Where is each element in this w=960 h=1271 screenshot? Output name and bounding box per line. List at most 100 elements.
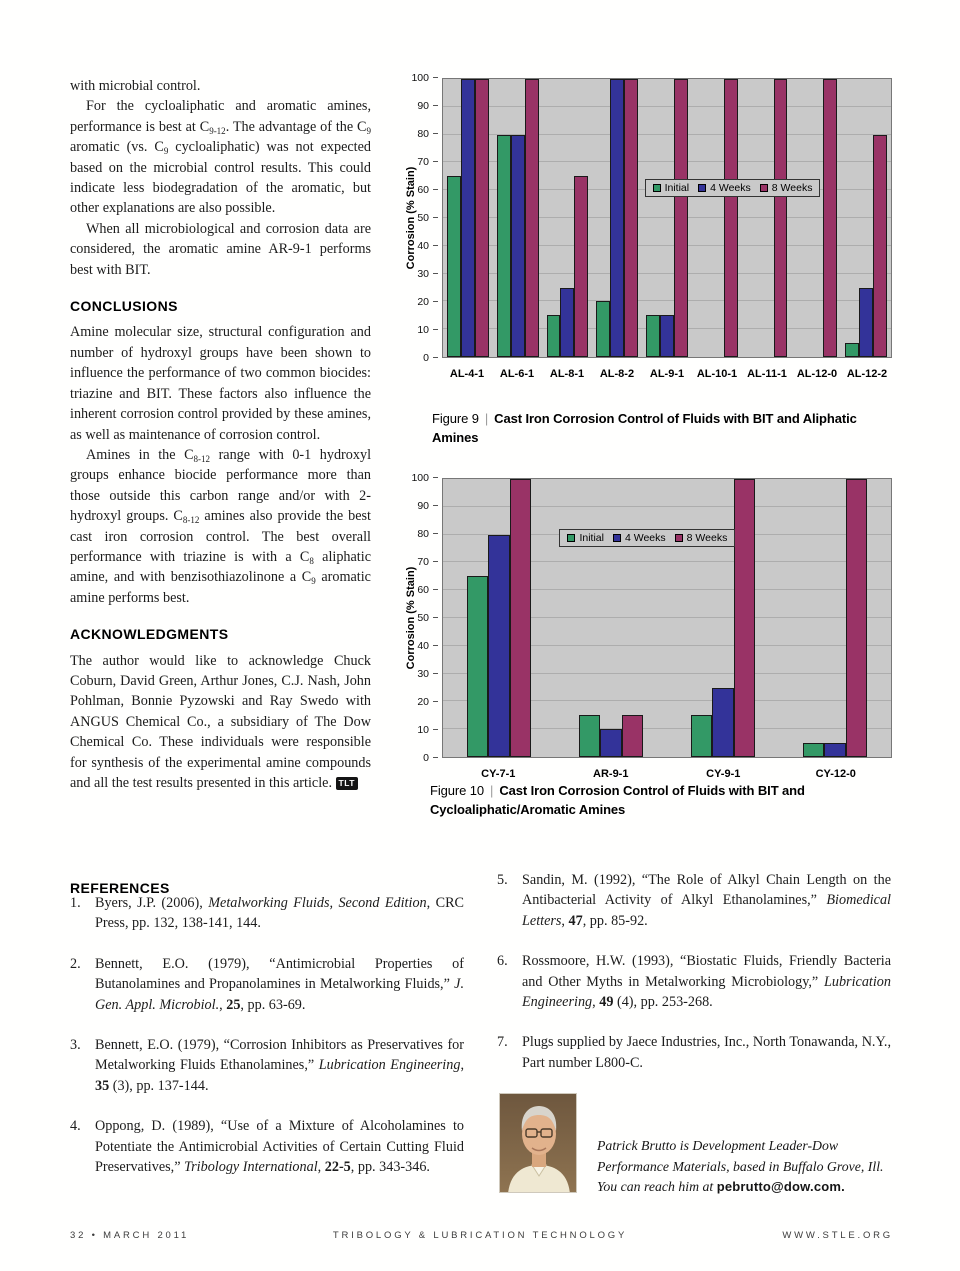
y-tick-label: 100 (411, 472, 429, 484)
legend-label: 4 Weeks (710, 182, 751, 195)
y-tick-label: 30 (417, 268, 429, 280)
bar-CY-12-0-4-weeks (824, 743, 846, 757)
reference-item: 3. Bennett, E.O. (1979), “Corrosion Inhi… (70, 1035, 464, 1096)
gridline (443, 217, 891, 218)
x-tick-label: AL-10-1 (696, 368, 738, 380)
y-tick-label: 70 (417, 156, 429, 168)
y-axis: 0 10 20 30 40 50 60 70 80 90 100 (398, 472, 438, 764)
x-tick-label: AL-8-2 (599, 368, 635, 380)
y-tick-mark (433, 561, 438, 562)
gridline (443, 589, 891, 591)
figure-title: Cast Iron Corrosion Control of Fluids wi… (430, 783, 805, 817)
plot-area: Initial 4 Weeks 8 Weeks (442, 478, 892, 758)
y-axis: 0 10 20 30 40 50 60 70 80 90 100 (398, 72, 438, 364)
y-tick-label: 0 (423, 752, 429, 764)
bar-AL-10-1-8-weeks (723, 79, 738, 357)
y-tick-label: 10 (417, 324, 429, 336)
y-tick-mark (433, 105, 438, 106)
bar-AL-4-1-8-weeks (474, 79, 489, 357)
bar-AL-12-2-initial (845, 343, 860, 357)
bar-AR-9-1-8-weeks (621, 715, 644, 757)
figure9-caption: Figure 9 | Cast Iron Corrosion Control of … (432, 410, 890, 448)
legend-item: Initial (567, 532, 604, 544)
y-tick-label: 90 (417, 100, 429, 112)
reference-number: 4. (70, 1118, 81, 1135)
legend-swatch (698, 184, 707, 193)
y-tick-label: 80 (417, 128, 429, 140)
legend-swatch (612, 534, 621, 543)
y-tick-label: 50 (417, 612, 429, 624)
footer-page-number: 32 • MARCH 2011 (70, 1230, 190, 1241)
acknowledgments-paragraph: The author would like to acknowledge Chu… (70, 651, 371, 794)
bar-AL-12-0-8-weeks (823, 79, 838, 357)
x-tick-label: AL-12-0 (796, 368, 838, 380)
bar-AL-8-2-8-weeks (624, 79, 639, 357)
reference-number: 6. (497, 953, 508, 970)
x-tick-label: CY-12-0 (815, 768, 856, 780)
legend-item: Initial (652, 182, 690, 195)
reference-text: Sandin, M. (1992), “The Role of Alkyl Ch… (522, 872, 891, 929)
bar-AR-9-1-initial (578, 715, 601, 757)
author-bio: Patrick Brutto is Development Leader-Dow… (597, 1138, 884, 1194)
references-column-left: 1. Byers, J.P. (2006), Metalworking Flui… (70, 893, 464, 1197)
y-tick-label: 70 (417, 556, 429, 568)
bar-AL-4-1-initial (446, 176, 461, 357)
y-tick-label: 10 (417, 724, 429, 736)
y-tick-label: 60 (417, 184, 429, 196)
legend-item: 4 Weeks (698, 182, 751, 194)
bar-AL-8-1-4-weeks (560, 287, 575, 357)
legend-label: 8 Weeks (686, 532, 728, 545)
reference-number: 3. (70, 1037, 81, 1054)
footer-publication-name: TRIBOLOGY & LUBRICATION TECHNOLOGY (332, 1230, 628, 1241)
bar-AL-9-1-initial (646, 315, 661, 357)
paragraph: When all microbiological and corrosion d… (70, 220, 371, 278)
bar-CY-9-1-8-weeks (733, 479, 756, 757)
references-column-right: 5. Sandin, M. (1992), “The Role of Alkyl… (497, 870, 891, 1093)
y-tick-mark (433, 617, 438, 618)
reference-number: 1. (70, 895, 81, 911)
conclusions-heading: CONCLUSIONS (70, 298, 178, 315)
bar-AL-8-1-8-weeks (574, 176, 589, 357)
y-tick-mark (433, 301, 438, 302)
reference-number: 7. (497, 1034, 508, 1051)
figure-label: Figure 9 (432, 411, 479, 426)
y-tick-label: 50 (417, 212, 429, 224)
references-heading: REFERENCES (70, 880, 170, 896)
bar-CY-12-0-initial (802, 743, 825, 757)
figure10-bar-chart: Corrosion (% Stain) 0 10 20 30 40 50 60 70 80 90 1… (398, 464, 898, 798)
x-tick-label: AR-9-1 (593, 768, 629, 780)
x-tick-label: AL-4-1 (449, 368, 485, 380)
legend-item: 8 Weeks (759, 182, 813, 195)
figure9-bar-chart: Corrosion (% Stain) 0 10 20 30 40 50 60 70 80 90 1… (398, 64, 898, 398)
legend-item: 4 Weeks (612, 532, 666, 544)
y-tick-mark (433, 189, 438, 190)
y-tick-label: 20 (417, 696, 429, 708)
x-axis: AL-4-1 AL-6-1 AL-8-1 AL-8-2 AL-9-1 AL-10-1 AL-… (442, 362, 892, 384)
legend-label: Initial (664, 182, 690, 195)
bar-AL-6-1-8-weeks (524, 79, 539, 357)
y-tick-mark (433, 673, 438, 674)
gridline (443, 105, 891, 107)
y-tick-mark (433, 645, 438, 646)
legend-swatch (652, 184, 661, 193)
y-tick-mark (433, 589, 438, 590)
reference-item: 4. Oppong, D. (1989), “Use of a Mixture … (70, 1116, 464, 1177)
paragraph-text: The author would like to acknowledge Chu… (70, 652, 371, 791)
legend-label: 8 Weeks (771, 182, 813, 195)
chart-legend: Initial 4 Weeks 8 Weeks (644, 179, 821, 198)
y-tick-mark (433, 245, 438, 246)
y-tick-label: 80 (417, 528, 429, 540)
x-axis: CY-7-1 AR-9-1 CY-9-1 CY-12-0 (442, 762, 892, 784)
gridline (443, 644, 891, 646)
x-tick-label: AL-9-1 (649, 368, 685, 380)
y-tick-mark (433, 161, 438, 162)
legend-label: Initial (579, 532, 604, 545)
reference-number: 5. (497, 872, 508, 888)
bar-AL-8-2-4-weeks (610, 79, 625, 357)
reference-text: Bennett, E.O. (1979), “Antimicrobial Pro… (95, 955, 464, 1013)
gridline (443, 244, 891, 246)
x-tick-label: CY-9-1 (706, 768, 741, 780)
gridline (443, 700, 891, 702)
x-tick-label: AL-8-1 (549, 368, 585, 380)
y-tick-label: 100 (411, 72, 429, 84)
